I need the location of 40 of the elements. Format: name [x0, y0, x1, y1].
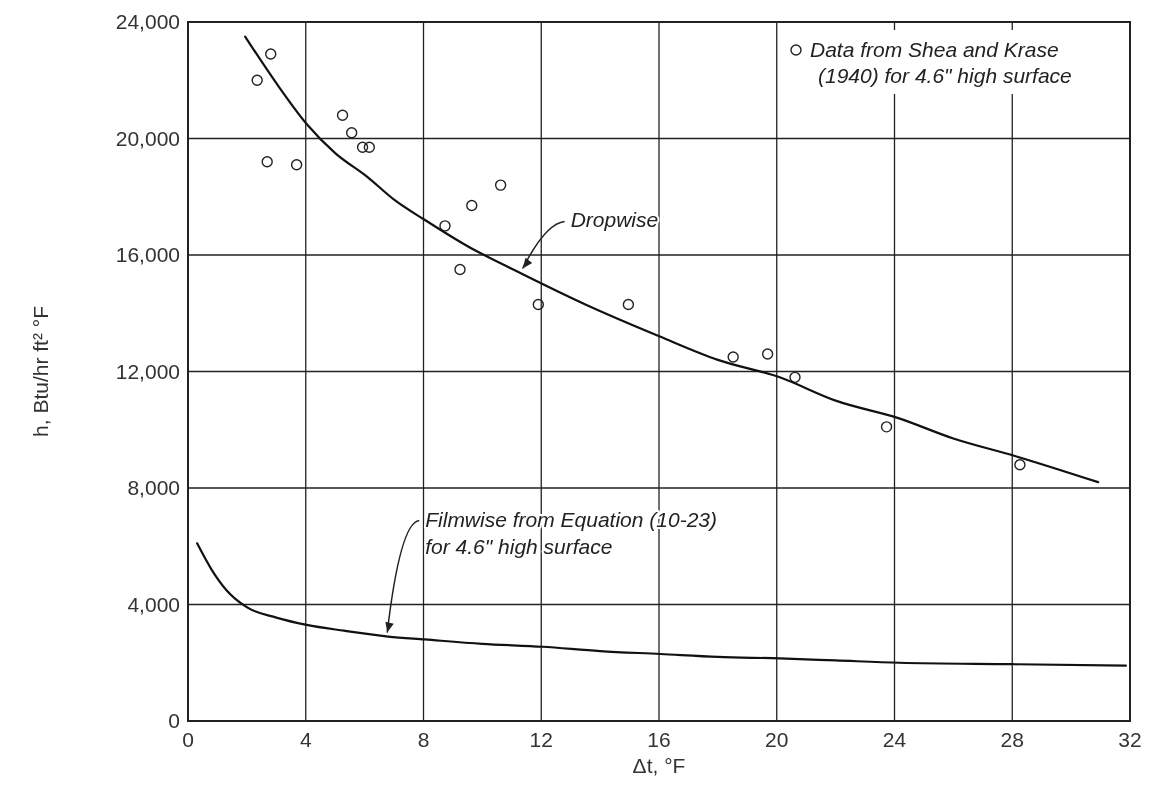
point [261, 156, 273, 168]
point [454, 263, 466, 276]
point [622, 298, 635, 311]
legend-label: Data from Shea and Krase (1940) for 4.6" high surface [810, 38, 1072, 87]
x-axis-title: Δt, °F [632, 754, 686, 777]
point [363, 141, 376, 153]
y-tick-label: 20,000 [115, 126, 180, 150]
point [789, 371, 801, 384]
point [880, 421, 893, 433]
point [1014, 459, 1026, 471]
x-tick-label: 28 [1000, 728, 1024, 751]
point [356, 141, 369, 153]
point [727, 351, 739, 363]
point [466, 199, 478, 212]
point [251, 74, 263, 86]
x-tick-label: 12 [529, 728, 553, 751]
x-tick-label: 24 [882, 728, 907, 751]
point [439, 220, 451, 232]
y-tick-label: 4,000 [127, 592, 180, 616]
y-tick-label: 16,000 [115, 243, 180, 267]
point [336, 109, 349, 121]
x-tick-label: 4 [299, 728, 312, 751]
x-tick-label: 16 [647, 728, 671, 751]
y-axis-title: h, Btu/hr ft² °F [29, 306, 52, 437]
point [532, 298, 545, 311]
y-tick-label: 12,000 [115, 359, 180, 383]
x-tick-label: 0 [182, 728, 194, 751]
annotation: Dropwise [570, 208, 659, 232]
x-tick-label: 32 [1118, 728, 1142, 751]
y-tick-label: 24,000 [115, 10, 180, 34]
y-tick-label: 0 [168, 709, 180, 733]
point [761, 348, 774, 360]
y-tick-label: 8,000 [127, 476, 180, 500]
x-tick-label: 20 [765, 728, 789, 751]
point [494, 179, 507, 191]
point [265, 48, 277, 60]
point [290, 159, 303, 171]
line-series [244, 35, 1100, 484]
x-tick-label: 8 [417, 728, 430, 751]
point [345, 126, 358, 139]
